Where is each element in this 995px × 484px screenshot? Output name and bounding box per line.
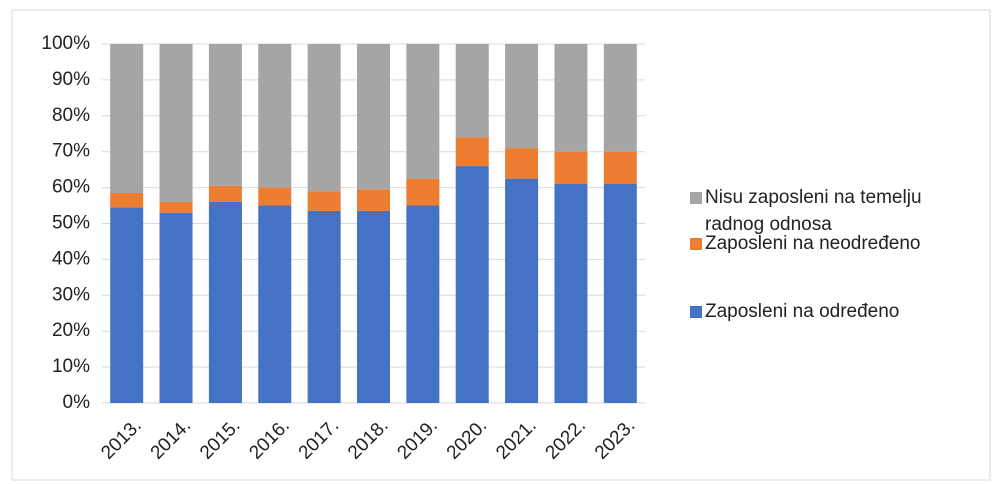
legend-swatch	[690, 238, 702, 250]
y-tick-label: 30%	[52, 284, 90, 305]
x-tick-label: 2019.	[393, 415, 441, 463]
bar-segment	[554, 44, 588, 152]
bar-segment	[455, 137, 489, 167]
x-tick-label: 2021.	[492, 415, 540, 463]
bar-segment	[505, 178, 539, 403]
legend-label: Zaposleni na određeno	[705, 301, 900, 322]
legend-swatch	[690, 192, 702, 204]
y-tick-label: 90%	[52, 69, 90, 90]
bar-segment	[406, 178, 440, 206]
bar-segment	[357, 189, 390, 211]
y-tick-label: 40%	[52, 248, 90, 269]
legend-label: Zaposleni na neodređeno	[705, 233, 921, 254]
bar-segment	[406, 44, 440, 179]
x-tick-label: 2023.	[591, 415, 639, 463]
bar-segment	[110, 207, 144, 403]
legend-item: Zaposleni na određeno	[690, 298, 899, 325]
bar-segment	[455, 166, 489, 403]
bar-segment	[110, 44, 144, 193]
chart-border	[11, 9, 991, 481]
bar-segment	[357, 44, 390, 190]
legend-swatch	[690, 306, 702, 318]
bar-segment	[357, 210, 390, 403]
y-tick-label: 50%	[52, 213, 90, 234]
bar-segment	[505, 44, 539, 149]
legend-item: Nisu zaposleni na temelju radnog odnosa	[690, 184, 985, 238]
y-tick-label: 100%	[41, 33, 90, 54]
bar-segment	[258, 187, 292, 206]
bar-segment	[554, 184, 588, 403]
bar-segment	[208, 201, 242, 403]
legend-label: Nisu zaposleni na temelju radnog odnosa	[705, 187, 922, 235]
bar-segment	[159, 201, 193, 213]
bar-segment	[455, 44, 489, 138]
legend-item: Zaposleni na neodređeno	[690, 230, 921, 257]
bar-segment	[603, 184, 637, 403]
x-tick-label: 2014.	[147, 415, 195, 463]
x-tick-label: 2022.	[542, 415, 590, 463]
bar-segment	[208, 44, 242, 186]
y-tick-label: 10%	[52, 356, 90, 377]
bar-segment	[406, 205, 440, 403]
x-tick-label: 2018.	[344, 415, 392, 463]
x-tick-label: 2020.	[443, 415, 491, 463]
bar-segment	[603, 151, 637, 185]
x-tick-label: 2017.	[295, 415, 343, 463]
y-tick-label: 20%	[52, 320, 90, 341]
bar-segment	[208, 185, 242, 202]
bar-segment	[258, 205, 292, 403]
bar-segment	[307, 210, 341, 403]
y-tick-label: 80%	[52, 105, 90, 126]
bar-segment	[554, 151, 588, 185]
y-tick-label: 70%	[52, 141, 90, 162]
y-tick-label: 60%	[52, 177, 90, 198]
bar-segment	[159, 44, 193, 202]
x-tick-label: 2016.	[245, 415, 293, 463]
bar-segment	[603, 44, 637, 152]
y-tick-label: 0%	[63, 392, 91, 413]
bar-segment	[159, 212, 193, 403]
bar-segment	[110, 192, 144, 208]
bar-segment	[258, 44, 292, 188]
bar-segment	[307, 44, 341, 192]
x-tick-label: 2013.	[97, 415, 145, 463]
x-tick-label: 2015.	[196, 415, 244, 463]
bar-segment	[505, 148, 539, 179]
bar-segment	[307, 191, 341, 211]
